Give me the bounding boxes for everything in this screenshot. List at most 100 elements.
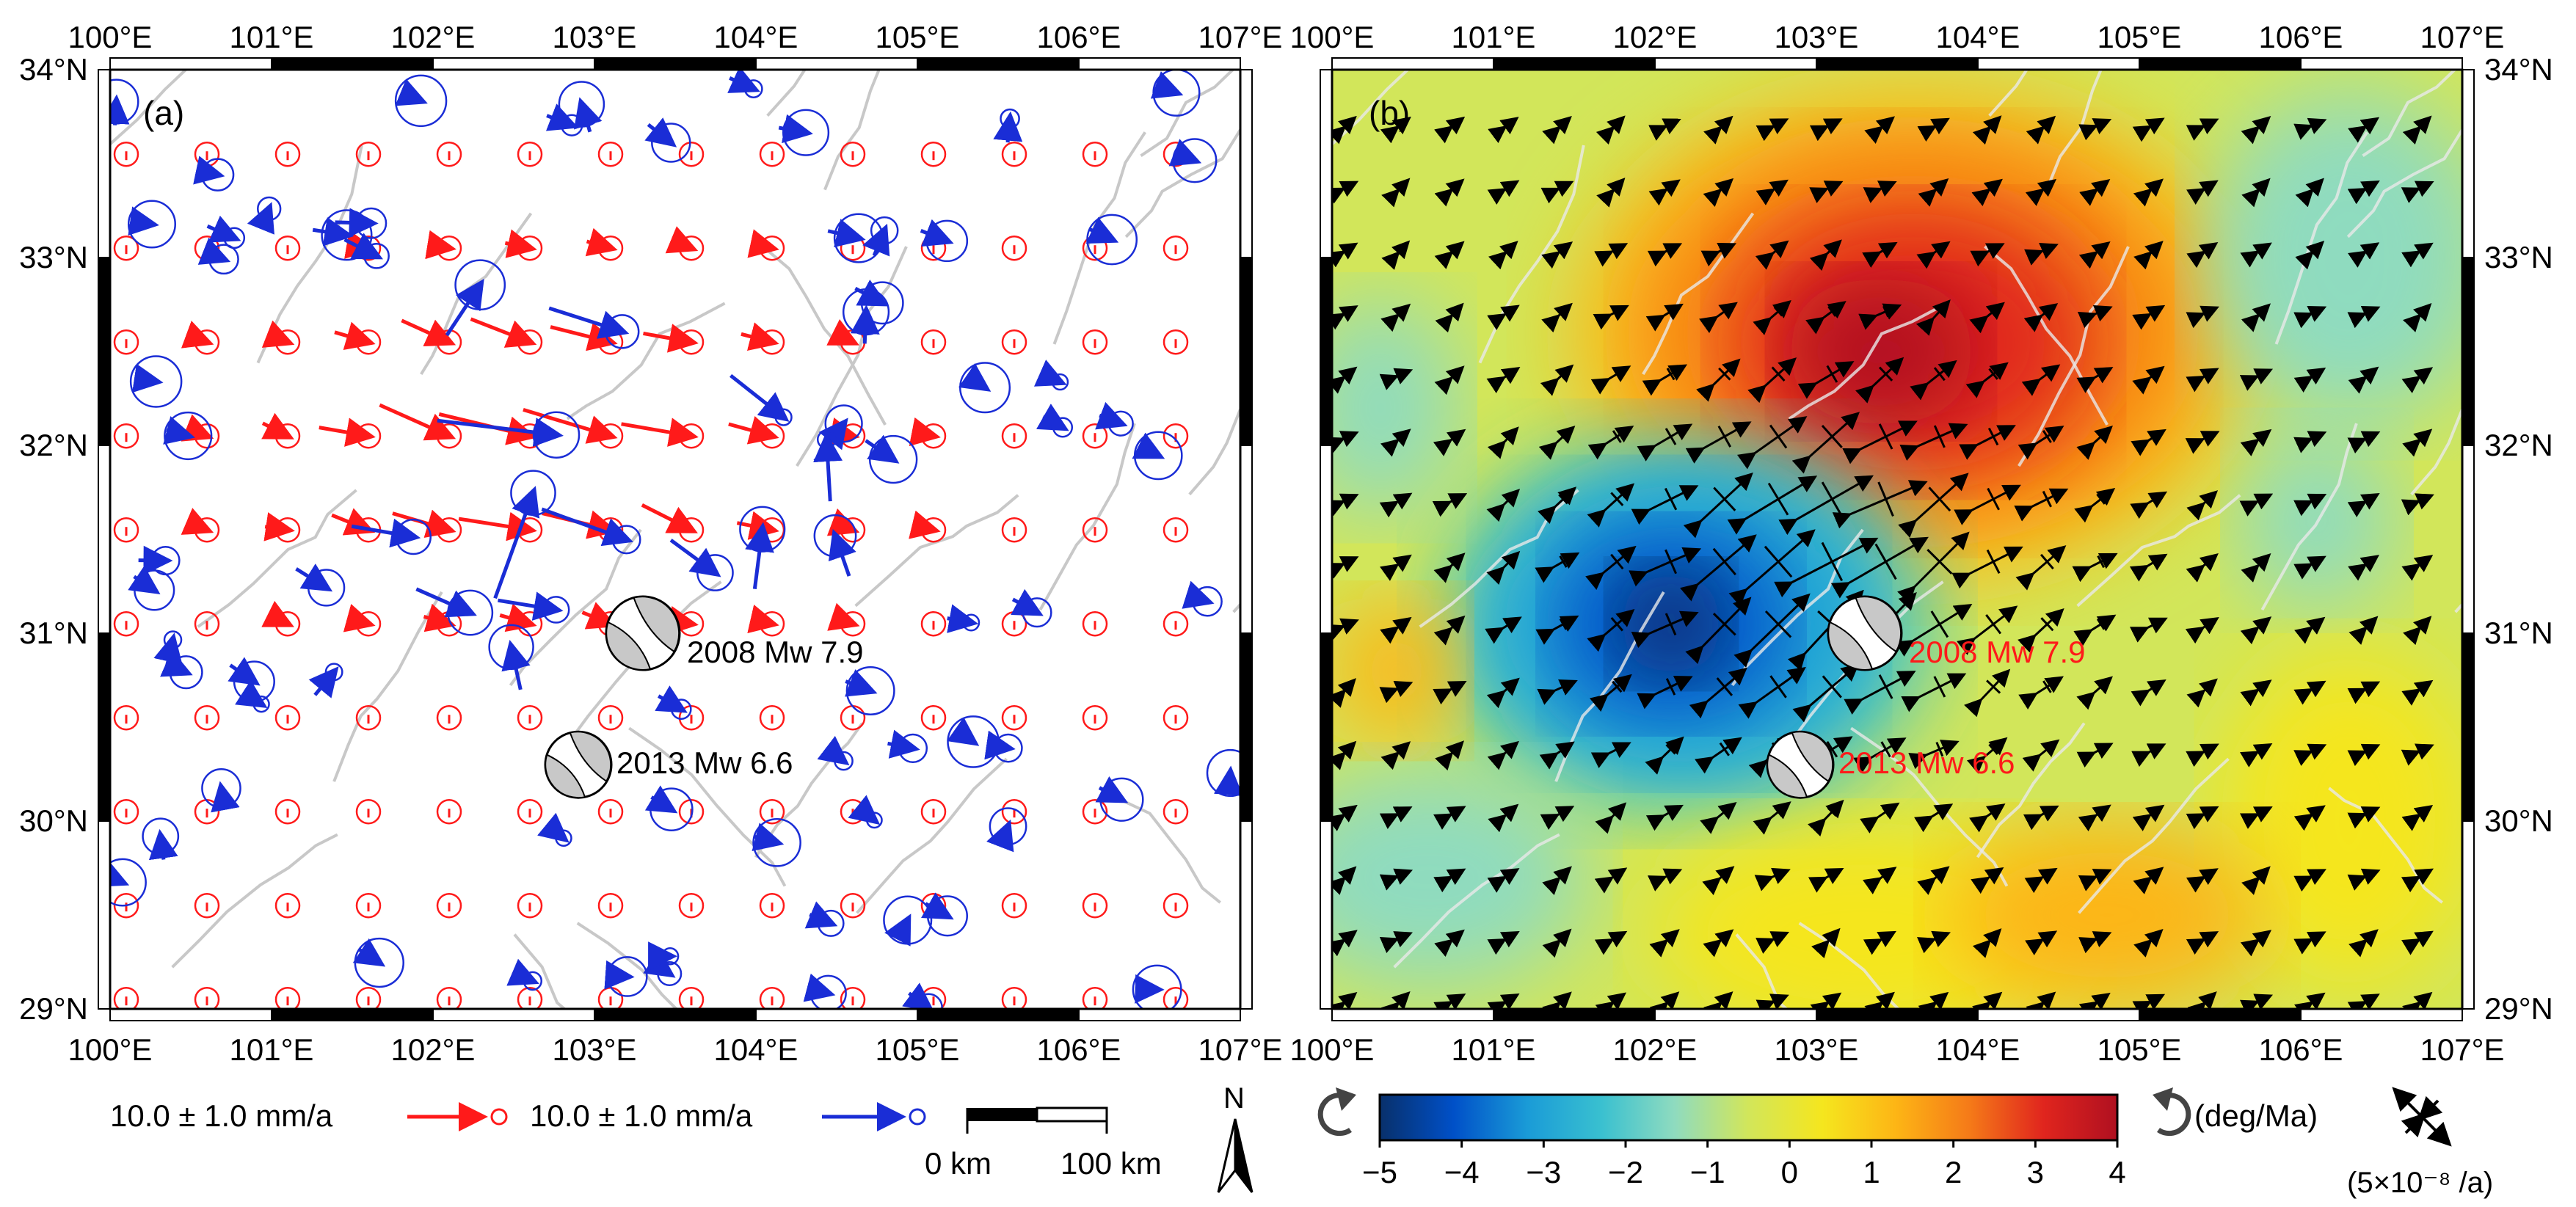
fault-line [110, 70, 189, 145]
lon-tick-label: 105°E [876, 20, 960, 54]
strain-cross [1486, 367, 1521, 394]
strain-cross [1703, 991, 1733, 1009]
fault-line [1038, 423, 1136, 611]
strain-cross [2133, 867, 2164, 894]
fault-line [1140, 70, 1235, 157]
strain-cross [1645, 736, 1684, 775]
strain-cross [1808, 868, 1844, 893]
velocity-error-ellipse [1001, 892, 1027, 919]
strain-cross [2072, 553, 2118, 583]
strain-cross [1754, 867, 1791, 891]
strain-cross [2347, 431, 2381, 454]
blue-velocity-vector [415, 587, 477, 618]
strain-cross [1811, 927, 1841, 959]
blue-velocity-vector [902, 982, 935, 1009]
velocity-error-ellipse [517, 704, 543, 731]
velocity-error-ellipse [1082, 798, 1108, 825]
velocity-error-ellipse [274, 798, 301, 825]
strain-cross [1966, 737, 2008, 774]
lon-tick-label: 104°E [714, 1032, 798, 1067]
strain-cross [1381, 240, 1411, 270]
blue-velocity-vector [308, 666, 339, 699]
blue-velocity-vector [947, 717, 980, 746]
strain-cross [1332, 930, 1358, 957]
blue-velocity-vector [604, 960, 635, 990]
blue-velocity-vector [351, 518, 421, 548]
strain-cross [1965, 362, 2009, 398]
strain-cross [1642, 364, 1688, 396]
velocity-error-ellipse [113, 892, 139, 919]
velocity-error-ellipse [1001, 517, 1027, 543]
blue-velocity-vector [887, 729, 920, 759]
blue-error-ellipse [129, 355, 183, 408]
lat-tick-label: 33°N [2484, 240, 2553, 274]
strain-cross [1589, 674, 1632, 712]
strain-cross [1972, 115, 2002, 145]
blue-velocity-vector [153, 632, 183, 668]
strain-cross [2295, 178, 2324, 208]
blue-velocity-vector [445, 278, 484, 337]
strain-scale-label: (5×10⁻⁸ /a) [2347, 1167, 2493, 1199]
strain-cross [2294, 616, 2326, 644]
velocity-error-ellipse [194, 610, 220, 637]
strain-cross [1637, 676, 1693, 710]
red-velocity-vector [747, 229, 779, 258]
strain-cross [2074, 487, 2116, 523]
strain-cross [1332, 180, 1359, 204]
fault-line [2260, 423, 2358, 611]
blue-velocity-vector [884, 914, 912, 947]
strain-cross [1434, 116, 1466, 144]
fault-line [1332, 70, 1411, 145]
velocity-error-ellipse [517, 141, 543, 167]
strain-cross [2078, 993, 2111, 1009]
strain-cross [2079, 179, 2111, 206]
strain-cross [1910, 360, 1957, 401]
strain-cross [1487, 868, 1520, 893]
strain-cross [2078, 241, 2111, 269]
fault-line [2274, 131, 2368, 345]
velocity-error-ellipse [355, 892, 382, 919]
strain-cross [2348, 366, 2379, 394]
lon-tick-label: 101°E [230, 1032, 314, 1067]
strain-cross [2348, 929, 2379, 958]
fault-line [766, 70, 807, 117]
strain-cross [2403, 616, 2432, 646]
axis-labels: 100°E 100°E 101°E 101°E 102°E 102°E 103°E 103°E… [19, 20, 2553, 1067]
velocity-error-ellipse [113, 798, 139, 825]
strain-cross [1587, 609, 1635, 652]
velocity-error-ellipse [920, 141, 947, 167]
blue-velocity-vector [947, 604, 979, 633]
strain-cross [2131, 679, 2166, 707]
strain-cross [1917, 866, 1950, 895]
strain-cross [2403, 303, 2432, 332]
velocity-error-ellipse [274, 986, 301, 1009]
velocity-error-ellipse [1163, 704, 1189, 731]
strain-cross [1860, 802, 1900, 834]
strain-cross [1332, 556, 1359, 579]
blue-velocity-vector [727, 70, 760, 93]
strain-cross [1585, 545, 1637, 590]
blue-velocity-vector [845, 669, 878, 697]
strain-cross [2078, 931, 2112, 954]
strain-cross [2240, 616, 2272, 645]
strain-cross [1594, 243, 1629, 267]
lon-tick-label: 107°E [2420, 1032, 2505, 1067]
lon-tick-label: 101°E [230, 20, 314, 54]
red-velocity-vector [909, 417, 941, 447]
red-velocity-vector [643, 324, 699, 353]
strain-cross [1379, 368, 1413, 390]
blue-velocity-vector [865, 434, 900, 464]
strain-cross [1915, 299, 1951, 336]
lat-tick-label: 30°N [19, 803, 88, 838]
strain-cross [1332, 115, 1357, 145]
strain-cross [2186, 241, 2219, 269]
strain-cross [2025, 930, 2058, 956]
strain-cross [1332, 992, 1358, 1009]
fault-line [1988, 70, 2029, 117]
strain-cross [2186, 743, 2219, 767]
scale-bar [966, 1106, 1108, 1134]
lon-tick-label: 106°E [2259, 1032, 2343, 1067]
velocity-error-ellipse [113, 517, 139, 543]
strain-cross [2014, 488, 2069, 522]
fault-line [513, 933, 567, 1009]
